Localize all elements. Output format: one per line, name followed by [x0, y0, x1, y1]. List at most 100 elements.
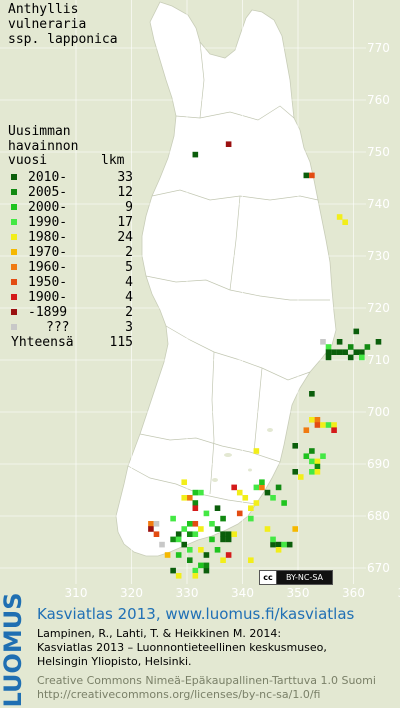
record-square [303, 172, 310, 179]
record-square [181, 541, 188, 548]
record-square [353, 328, 360, 335]
record-square [309, 417, 315, 423]
record-square [292, 469, 299, 475]
legend-swatch [11, 249, 17, 255]
legend-row: 1980- 24 [8, 231, 133, 244]
legend-swatch [11, 189, 17, 195]
record-square [214, 526, 221, 532]
legend-total-count: 115 [109, 335, 133, 350]
cc-badge-cc: cc [260, 571, 277, 584]
record-square [181, 526, 188, 532]
record-square [292, 443, 299, 449]
record-square [275, 541, 282, 548]
record-square [164, 552, 171, 558]
legend-row: 1970- 2 [8, 246, 133, 259]
record-square [248, 515, 254, 522]
province-borders [127, 41, 330, 505]
record-square [148, 526, 154, 532]
legend-row: -1899 2 [8, 306, 133, 319]
footer-title[interactable]: Kasviatlas 2013, www.luomus.fi/kasviatla… [37, 605, 355, 623]
legend-count: 3 [125, 320, 133, 335]
cc-license-badge: cc BY-NC-SA [259, 570, 333, 585]
legend-row: 1900- 4 [8, 291, 133, 304]
y-tick-label: 680 [367, 509, 390, 523]
record-square [203, 567, 210, 574]
legend-swatch [11, 279, 17, 285]
record-square [192, 567, 199, 574]
record-square [325, 354, 332, 361]
record-square [336, 339, 343, 345]
record-square [347, 354, 354, 361]
species-name: vulneraria [8, 17, 87, 32]
legend-count: 2 [125, 245, 133, 260]
record-square [153, 531, 160, 537]
record-square [336, 214, 343, 220]
legend-swatch [11, 174, 17, 180]
record-square [220, 557, 226, 563]
record-square [281, 541, 287, 548]
record-square [297, 474, 304, 480]
finland-land [115, 1, 337, 557]
legend-heading-1: Uusimman [8, 124, 71, 139]
y-tick-label: 750 [367, 145, 390, 159]
record-square [364, 344, 371, 350]
legend-label: 1980- [28, 230, 68, 245]
legend-swatch [11, 234, 17, 240]
legend-heading-3: vuosi [8, 153, 48, 168]
record-square [342, 219, 348, 225]
record-square [264, 489, 271, 496]
legend-swatch [11, 219, 17, 225]
y-tick-label: 740 [367, 197, 390, 211]
record-square [220, 515, 226, 522]
record-square [303, 453, 310, 459]
x-tick-label: 320 [120, 586, 143, 600]
record-square [336, 349, 343, 355]
record-square [375, 339, 382, 345]
record-square [331, 422, 337, 428]
citation-line-3: Helsingin Yliopisto, Helsinki. [37, 655, 192, 668]
record-square [198, 547, 204, 553]
record-square [225, 141, 232, 147]
record-square [209, 536, 215, 543]
record-square [214, 547, 221, 553]
record-square [159, 541, 165, 548]
record-square [320, 422, 326, 428]
record-square [309, 469, 315, 475]
record-square [192, 531, 199, 537]
record-square [248, 557, 254, 563]
record-square [203, 510, 210, 517]
record-square [198, 562, 204, 569]
record-square [325, 349, 332, 355]
legend-row: 1990- 17 [8, 216, 133, 229]
record-square [198, 489, 204, 496]
citation-line-1: Lampinen, R., Lahti, T. & Heikkinen M. 2… [37, 627, 282, 640]
record-square [331, 349, 337, 355]
record-square [170, 567, 176, 574]
record-square [303, 427, 310, 433]
y-tick-label: 730 [367, 249, 390, 263]
license-line-2[interactable]: http://creativecommons.org/licenses/by-n… [37, 688, 321, 701]
record-square [359, 349, 365, 355]
y-tick-label: 690 [367, 457, 390, 471]
x-tick-label: 330 [175, 586, 199, 600]
legend-total: Yhteensä 115 [8, 336, 133, 349]
legend-label: ??? [46, 320, 70, 335]
legend-row: 2010- 33 [8, 171, 133, 184]
y-tick-label: 760 [367, 93, 390, 107]
record-square [148, 521, 154, 527]
record-square [286, 541, 293, 548]
record-square [236, 489, 243, 496]
record-square [170, 536, 176, 543]
record-square [186, 495, 193, 501]
citation-line-2: Kasviatlas 2013 – Luonnontieteellinen ke… [37, 641, 327, 654]
record-square [175, 536, 182, 543]
legend-label: 2010- [28, 170, 68, 185]
record-square [225, 536, 232, 543]
record-square [175, 552, 182, 558]
record-square [225, 552, 232, 558]
legend-swatch [11, 294, 17, 300]
x-tick-label: 350 [286, 586, 310, 600]
legend-row: 2000- 9 [8, 201, 133, 214]
record-square [186, 531, 193, 537]
legend-count-heading: lkm [101, 153, 125, 168]
